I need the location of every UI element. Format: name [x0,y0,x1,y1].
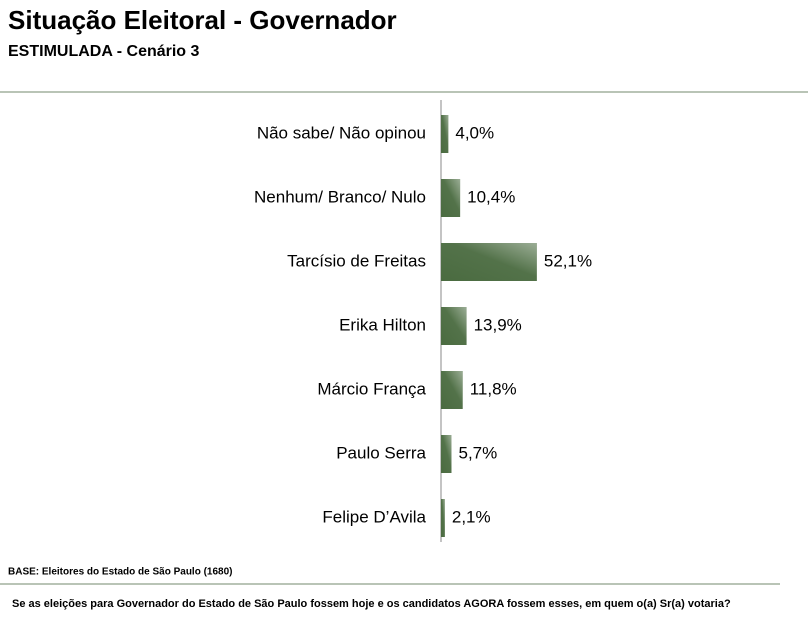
category-label: Nenhum/ Branco/ Nulo [254,187,426,206]
value-label: 2,1% [452,507,491,526]
chart-subtitle: ESTIMULADA - Cenário 3 [8,43,200,60]
bar-shine [441,115,449,153]
base-note: BASE: Eleitores do Estado de São Paulo (… [8,567,233,578]
chart-title: Situação Eleitoral - Governador [8,5,397,35]
category-label: Paulo Serra [336,443,426,462]
category-label: Não sabe/ Não opinou [257,123,426,142]
value-label: 52,1% [544,251,592,270]
value-label: 4,0% [455,123,494,142]
category-label: Erika Hilton [339,315,426,334]
value-label: 10,4% [467,187,515,206]
bar-shine [441,371,463,409]
category-label: Márcio França [317,379,426,398]
bar-shine [441,243,537,281]
category-label: Tarcísio de Freitas [287,251,426,270]
question: Se as eleições para Governador do Estado… [12,598,731,610]
bar-shine [441,307,467,345]
value-label: 13,9% [474,315,522,334]
value-label: 5,7% [458,443,497,462]
value-label: 11,8% [470,379,517,398]
bar-shine [441,179,461,217]
category-label: Felipe D’Avila [322,507,426,526]
bar-shine [441,435,452,473]
bar-shine [441,499,445,537]
